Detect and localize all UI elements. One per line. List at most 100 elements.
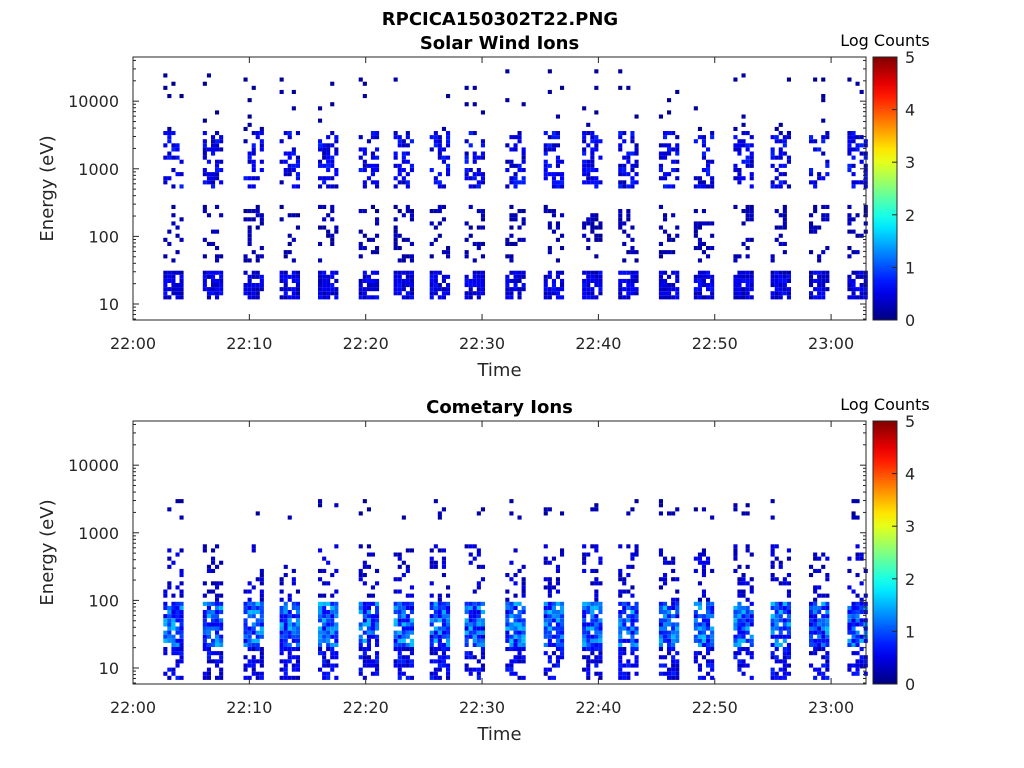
spectrogram-cell [279,597,284,602]
spectrogram-cell [517,291,522,296]
spectrogram-cell [330,630,335,635]
spectrogram-cell [202,671,207,676]
spectrogram-cell [441,204,446,209]
spectrogram-cell [658,503,663,508]
spectrogram-cell [322,274,327,279]
spectrogram-cell [362,168,367,173]
spectrogram-cell [429,209,434,214]
spectrogram-cell [358,295,363,300]
spectrogram-cell [405,675,410,680]
spectrogram-cell [206,610,211,615]
spectrogram-cell [786,622,791,627]
spectrogram-cell [326,647,331,652]
spectrogram-cells [163,499,868,680]
spectrogram-cell [825,278,830,283]
spectrogram-cell [366,283,371,288]
spectrogram-cell [175,630,180,635]
spectrogram-cell [513,630,518,635]
spectrogram-cell [701,250,706,255]
spectrogram-cell [855,634,860,639]
spectrogram-cell [618,642,623,647]
spectrogram-cell [437,634,442,639]
spectrogram-cell [509,270,514,275]
spectrogram-cell [480,667,485,672]
spectrogram-cell [362,605,367,610]
spectrogram-cell [358,671,363,676]
spectrogram-cell [745,622,750,627]
spectrogram-cell [630,642,635,647]
spectrogram-cell [667,638,672,643]
spectrogram-cell [630,131,635,136]
spectrogram-cell [179,610,184,615]
spectrogram-cell [472,270,477,275]
spectrogram-cell [362,675,367,680]
spectrogram-cell [770,163,775,168]
spectrogram-cell [437,233,442,238]
spectrogram-cell [393,630,398,635]
spectrogram-cell [817,283,822,288]
spectrogram-cell [626,172,631,177]
spectrogram-cell [741,274,746,279]
spectrogram-cell [505,626,510,631]
spectrogram-cell [543,622,548,627]
spectrogram-cell [287,622,292,627]
spectrogram-cell [582,106,587,111]
spectrogram-cell [701,168,706,173]
spectrogram-cell [334,278,339,283]
spectrogram-cell [291,295,296,300]
spectrogram-cell [618,647,623,652]
spectrogram-cell [366,287,371,292]
spectrogram-cell [259,217,264,222]
spectrogram-cell [737,589,742,594]
spectrogram-cell [697,622,702,627]
spectrogram-cell [464,139,469,144]
spectrogram-cell [397,642,402,647]
spectrogram-cell [405,283,410,288]
spectrogram-cell [618,634,623,639]
spectrogram-cell [513,147,518,152]
spectrogram-cell [513,548,518,553]
spectrogram-cell [513,135,518,140]
spectrogram-cell [622,270,627,275]
spectrogram-cell [219,634,224,639]
spectrogram-cell [437,667,442,672]
spectrogram-cell [847,287,852,292]
spectrogram-cell [171,274,176,279]
spectrogram-cell [855,250,860,255]
spectrogram-cell [247,151,252,156]
spectrogram-cell [851,630,856,635]
spectrogram-cell [598,556,603,561]
spectrogram-cell [326,601,331,606]
spectrogram-cell [809,626,814,631]
spectrogram-cell [429,659,434,664]
spectrogram-cell [741,270,746,275]
colorbar-tick-label: 4 [905,465,915,484]
spectrogram-cell [429,221,434,226]
spectrogram-cell [397,283,402,288]
spectrogram-cell [251,131,256,136]
spectrogram-cell [551,176,556,181]
spectrogram-cell [521,221,526,226]
spectrogram-cell [215,295,220,300]
spectrogram-cell [219,270,224,275]
spectrogram-cell [741,511,746,516]
spectrogram-cell [437,511,442,516]
spectrogram-cell [206,147,211,152]
spectrogram-cell [547,291,552,296]
spectrogram-cell [663,560,668,565]
spectrogram-cell [821,618,826,623]
spectrogram-cell [247,258,252,263]
spectrogram-cell [855,573,860,578]
spectrogram-cell [326,163,331,168]
spectrogram-cell [710,647,715,652]
spectrogram-cell [821,98,826,103]
spectrogram-cell [255,131,260,136]
spectrogram-cell [211,568,216,573]
spectrogram-cell [322,568,327,573]
spectrogram-cell [630,585,635,590]
spectrogram-cell [480,274,485,279]
spectrogram-cell [476,626,481,631]
spectrogram-cell [813,295,818,300]
spectrogram-cell [505,278,510,283]
spectrogram-cell [594,139,599,144]
